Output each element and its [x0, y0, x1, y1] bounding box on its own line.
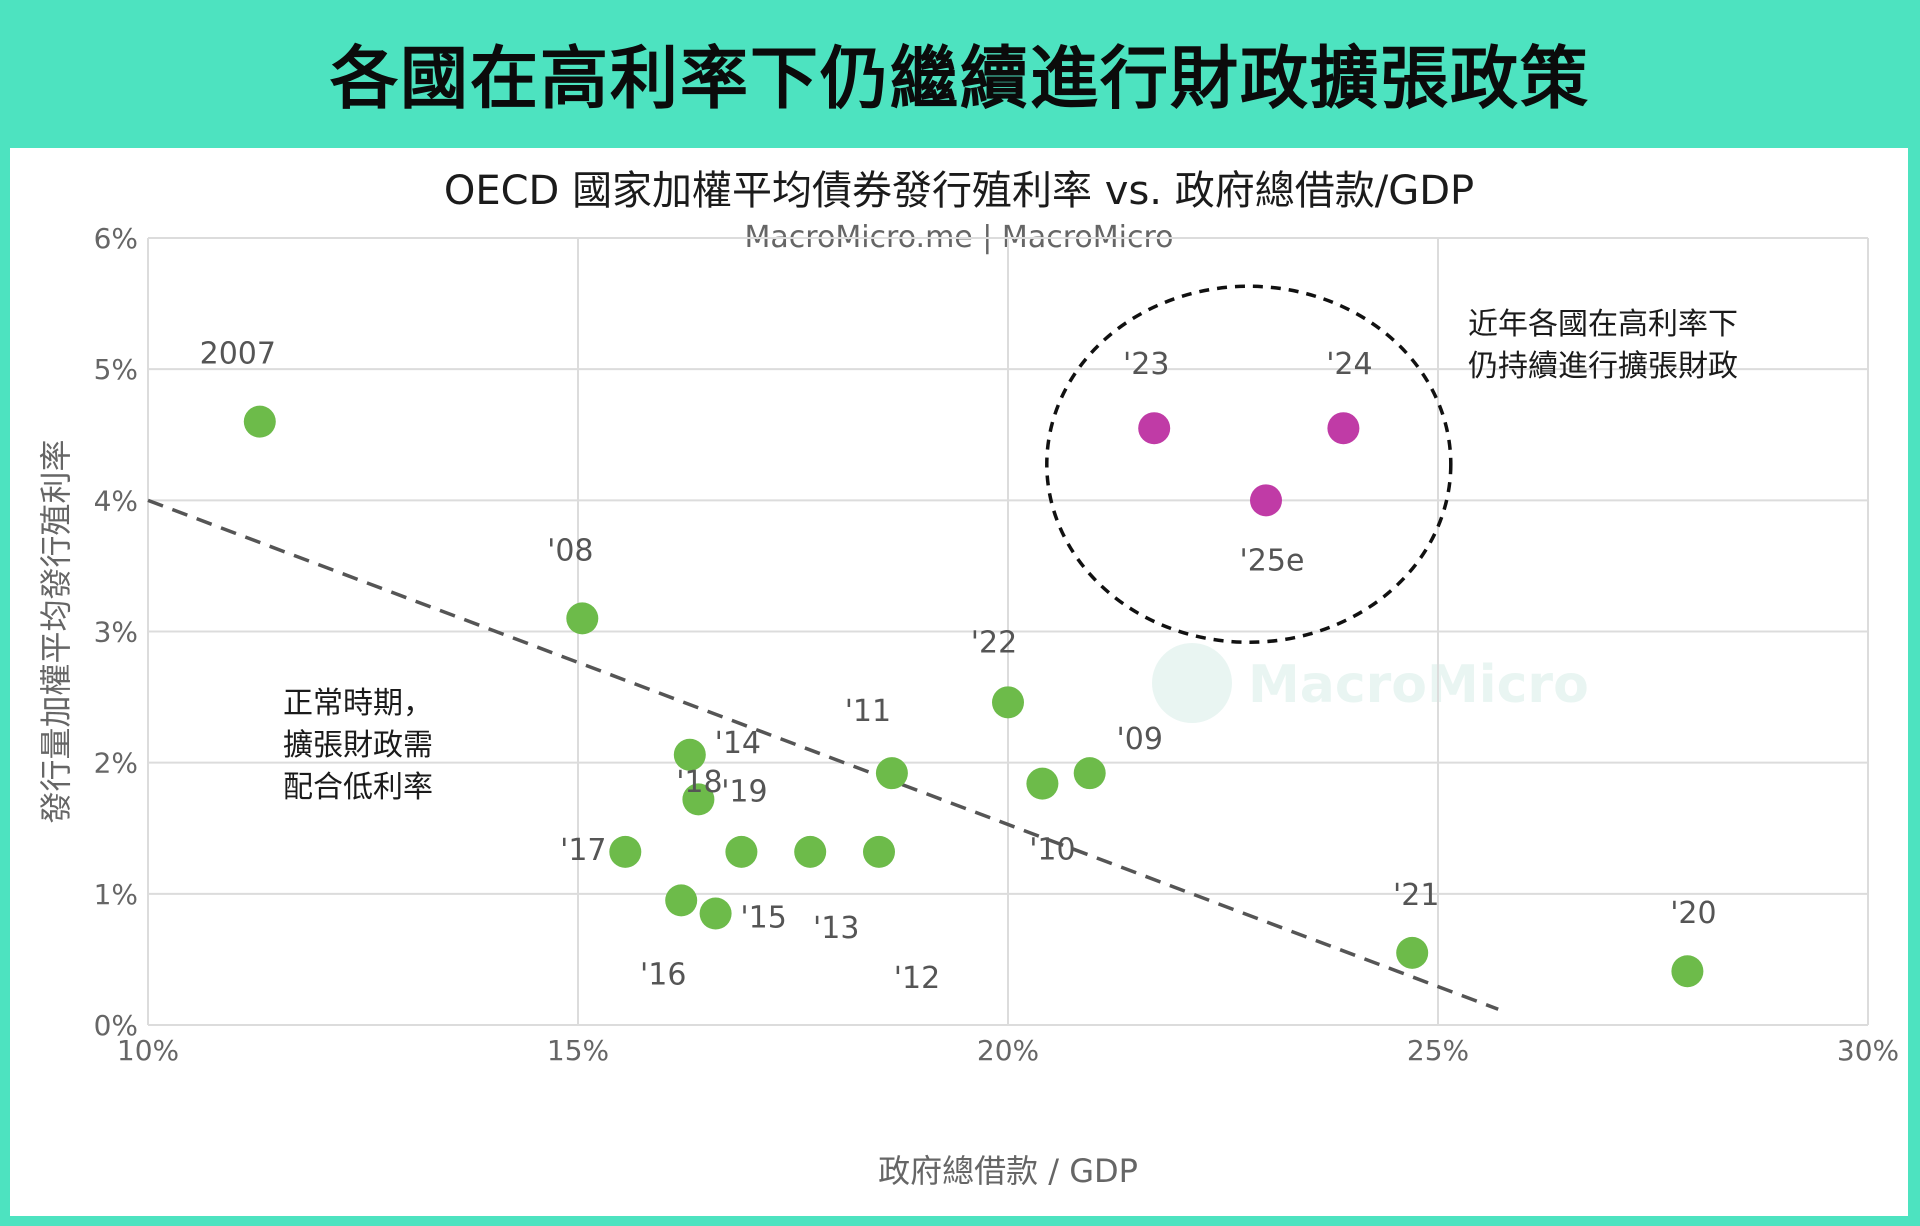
data-point [1250, 484, 1282, 517]
data-point [682, 783, 715, 816]
point-label: 2007 [200, 337, 276, 372]
annotation-line: 正常時期， [283, 686, 433, 721]
point-label: '09 [1116, 722, 1162, 757]
scatter-plot: MacroMicro 2007 '08 '09 '10 '11 '12 '13 '14 '15 '… [37, 222, 1900, 1190]
watermark: MacroMicro [1152, 643, 1589, 723]
data-point [609, 835, 642, 868]
highlight-ellipse [1045, 284, 1453, 645]
point-label: '24 [1326, 347, 1372, 382]
point-label: '13 [813, 911, 859, 946]
data-point [725, 835, 758, 868]
data-point [243, 405, 276, 438]
title-banner: 各國在高利率下仍繼續進行財政擴張政策 [0, 0, 1920, 145]
point-label: '16 [640, 957, 686, 992]
data-point [863, 835, 895, 868]
point-label: '20 [1670, 896, 1716, 931]
point-label: '15 [740, 901, 786, 936]
grid [147, 237, 1869, 1026]
tick-labels: 10% 15% 20% 25% 30% 0% 1% 2% 3% 4% 5% 6% [94, 222, 1900, 1067]
y-tick-label: 1% [94, 878, 138, 911]
chart-title: OECD 國家加權平均債券發行殖利率 vs. 政府總借款/GDP [443, 168, 1475, 214]
data-point [566, 602, 599, 635]
data-point [1138, 412, 1171, 445]
data-point [875, 757, 908, 790]
data-point [1073, 757, 1106, 790]
x-tick-label: 15% [547, 1034, 609, 1067]
y-tick-label: 5% [94, 353, 138, 386]
point-label: '14 [715, 726, 761, 761]
data-point [794, 835, 827, 868]
point-labels: 2007 '08 '09 '10 '11 '12 '13 '14 '15 '16 '17 '18'19… [200, 337, 1717, 996]
data-point [673, 738, 706, 771]
data-point [1671, 955, 1704, 988]
data-point [1396, 936, 1429, 969]
y-tick-label: 4% [94, 484, 138, 517]
data-points [243, 405, 1704, 988]
data-point [665, 884, 698, 917]
x-axis-title: 政府總借款 / GDP [878, 1152, 1138, 1190]
data-point [992, 686, 1024, 719]
watermark-text: MacroMicro [1248, 655, 1589, 715]
x-tick-label: 30% [1837, 1034, 1899, 1067]
x-tick-label: 25% [1407, 1034, 1469, 1067]
point-label: '25e [1240, 543, 1305, 578]
y-axis-title: 發行量加權平均發行殖利率 [37, 439, 75, 823]
data-point [1327, 412, 1360, 445]
point-label: '08 [547, 533, 593, 568]
x-tick-label: 20% [977, 1034, 1039, 1067]
y-tick-label: 2% [94, 747, 138, 780]
point-label: '19 [721, 774, 767, 809]
data-point [699, 897, 732, 930]
watermark-logo [1152, 643, 1232, 723]
y-tick-label: 0% [94, 1009, 138, 1042]
point-label: '12 [894, 961, 940, 996]
trendline-path [147, 498, 1499, 1011]
point-label: '10 [1029, 833, 1075, 868]
banner-title: 各國在高利率下仍繼續進行財政擴張政策 [329, 40, 1590, 119]
point-label: '18 [676, 765, 722, 800]
x-tick-label: 10% [117, 1034, 179, 1067]
data-point [1026, 767, 1059, 800]
highlight-circle [1045, 284, 1453, 645]
chart-panel: OECD 國家加權平均債券發行殖利率 vs. 政府總借款/GDP MacroMi… [10, 148, 1908, 1216]
annotation-line: 擴張財政需 [283, 728, 433, 763]
y-tick-label: 3% [94, 616, 138, 649]
point-label: '11 [845, 694, 891, 729]
point-label: '22 [971, 625, 1017, 660]
y-tick-label: 6% [94, 222, 138, 255]
annotation-line: 配合低利率 [283, 770, 433, 805]
annotation-line: 仍持續進行擴張財政 [1468, 349, 1738, 384]
point-label: '23 [1123, 347, 1169, 382]
annotation-line: 近年各國在高利率下 [1468, 307, 1738, 342]
point-label: '21 [1393, 878, 1439, 913]
point-label: '17 [560, 833, 606, 868]
trendline [147, 498, 1499, 1011]
